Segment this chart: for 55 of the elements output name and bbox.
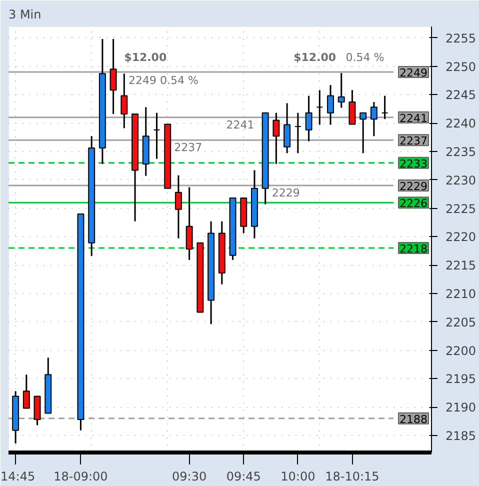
y-tick-label: 2255: [446, 31, 476, 46]
x-tick-label: 18-09:00: [54, 470, 108, 484]
candlestick: [120, 72, 128, 129]
y-tick-label: 2250: [446, 60, 476, 74]
candlestick: [305, 95, 312, 142]
annotation: 0.54 %: [346, 51, 384, 64]
ref-line-label: 2249: [400, 66, 428, 80]
y-tick-label: 2230: [446, 173, 476, 188]
candlestick: [174, 174, 182, 240]
annotation: 2229: [272, 186, 300, 200]
candlestick: [272, 112, 280, 165]
candlestick: [381, 95, 388, 120]
ref-line-label: 2229: [400, 180, 428, 194]
ref-line-label: 2241: [400, 112, 428, 125]
candlestick: [294, 112, 302, 154]
chart-title: 3 Min: [8, 8, 42, 22]
y-tick-label: 2245: [446, 88, 476, 102]
y-tick-label: 2215: [446, 258, 476, 273]
candlestick: [338, 72, 345, 108]
ref-line-label: 2237: [400, 134, 428, 148]
y-tick-label: 2225: [446, 202, 476, 216]
y-tick-label: 2195: [446, 372, 476, 386]
ref-line-label: 2226: [400, 197, 428, 210]
x-tick-label: 18-10:15: [325, 470, 380, 484]
annotation: 2249 0.54 %: [128, 74, 198, 87]
annotation: $12.00: [294, 51, 336, 64]
ref-line-label: 2218: [400, 242, 428, 256]
y-tick-label: 2235: [446, 144, 476, 159]
candlestick: [22, 374, 30, 409]
candlestick: [360, 112, 367, 154]
y-tick-label: 2240: [446, 116, 476, 131]
y-tick-label: 2210: [446, 286, 476, 301]
candlestick: [34, 396, 41, 426]
candlestick: [284, 102, 291, 154]
y-tick-label: 2200: [446, 344, 476, 358]
candlestick: [110, 38, 117, 115]
ref-line-label: 2188: [400, 412, 428, 426]
y-tick-label: 2220: [446, 230, 476, 244]
candlestick: [348, 89, 356, 125]
y-tick-label: 2205: [446, 315, 476, 330]
x-tick-label: 09:30: [172, 470, 207, 484]
candlestick: [316, 89, 324, 126]
candlestick: [153, 112, 160, 160]
candlestick: [370, 101, 378, 137]
candlestick: [186, 186, 193, 261]
candlestick: [327, 84, 334, 126]
x-tick-label: 14:45: [0, 470, 36, 484]
x-tick-label: 09:45: [226, 470, 261, 484]
y-tick-label: 2185: [446, 428, 476, 443]
annotation: 2241: [226, 118, 254, 132]
ref-line-label: 2233: [400, 157, 428, 170]
y-tick-label: 2190: [446, 400, 476, 415]
annotation: 2237: [174, 141, 202, 154]
annotation: $12.00: [124, 51, 167, 64]
x-tick-label: 10:00: [280, 470, 316, 484]
